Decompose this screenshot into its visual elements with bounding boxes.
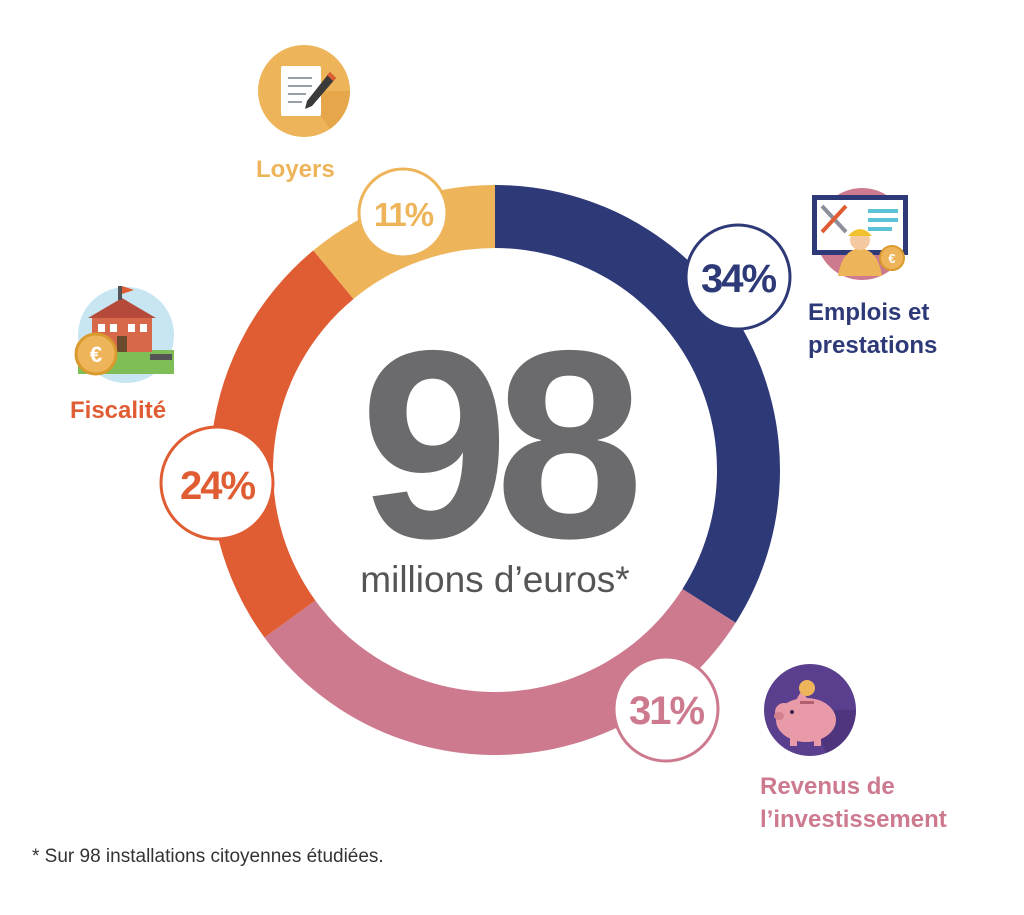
computer-worker-icon: € bbox=[812, 188, 908, 280]
label-line: Fiscalité bbox=[70, 397, 167, 424]
percent-label-emplois: 34% bbox=[701, 257, 776, 301]
percent-label-fiscalite: 24% bbox=[180, 464, 255, 508]
category-label-emplois: Emplois et prestations bbox=[808, 296, 937, 362]
document-pen-icon bbox=[258, 45, 351, 137]
town-hall-coin-icon: € bbox=[74, 286, 174, 383]
badge-emplois: 34% bbox=[684, 223, 792, 331]
piggy-bank-icon bbox=[764, 664, 856, 756]
center-value: 98 bbox=[360, 294, 637, 594]
badge-fiscalite: 24% bbox=[159, 425, 275, 541]
badge-revenus: 31% bbox=[612, 655, 720, 763]
svg-text:€: € bbox=[888, 251, 895, 266]
slice-fiscalite bbox=[210, 250, 354, 638]
label-line: Loyers bbox=[256, 156, 335, 183]
category-label-fiscalite: Fiscalité bbox=[70, 394, 166, 427]
label-line: Emplois et bbox=[808, 299, 930, 326]
label-line: Revenus de bbox=[760, 773, 895, 800]
percent-label-revenus: 31% bbox=[629, 689, 704, 733]
percent-label-loyers: 11% bbox=[374, 196, 434, 233]
label-line: l’investissement bbox=[760, 806, 947, 833]
badge-loyers: 11% bbox=[357, 167, 449, 259]
category-label-loyers: Loyers bbox=[256, 153, 335, 186]
category-label-revenus: Revenus de l’investissement bbox=[760, 770, 947, 836]
footnote: * Sur 98 installations citoyennes étudié… bbox=[32, 846, 384, 867]
label-line: prestations bbox=[808, 332, 938, 359]
center-unit: millions d’euros* bbox=[360, 559, 629, 600]
svg-text:€: € bbox=[90, 342, 102, 367]
